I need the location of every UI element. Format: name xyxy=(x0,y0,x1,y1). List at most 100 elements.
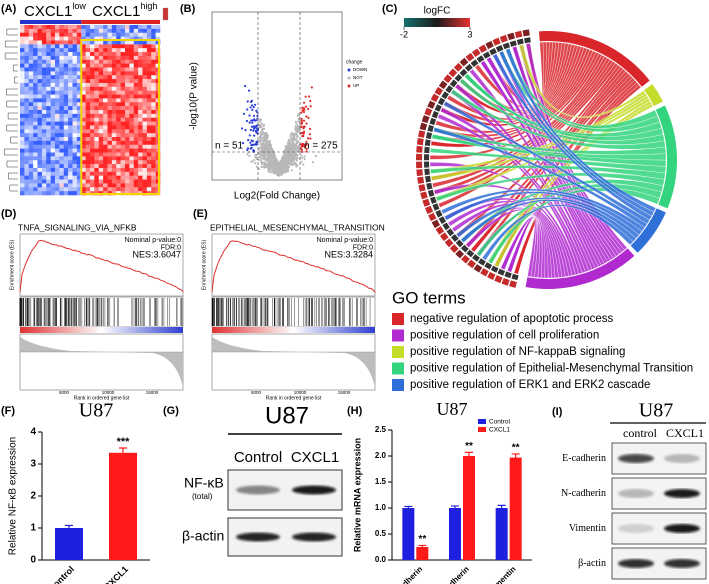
heatmap-cell xyxy=(107,171,113,176)
volcano-point xyxy=(302,134,305,137)
count-label: n = 275 xyxy=(304,141,338,152)
heatmap-cell xyxy=(24,28,30,34)
dendrogram xyxy=(7,112,18,120)
heatmap-cell xyxy=(111,106,117,111)
volcano-point xyxy=(302,132,305,135)
heatmap-cell xyxy=(85,140,91,146)
y-tick-label: 0.5 xyxy=(375,529,387,538)
heatmap-cell xyxy=(46,171,51,176)
heatmap-cell xyxy=(107,52,113,57)
heatmap-cell xyxy=(46,102,51,107)
heatmap-cell xyxy=(125,98,130,103)
heatmap-cell xyxy=(68,36,73,41)
axis-title: Rank in ordered gene list xyxy=(266,395,322,401)
heatmap-cell xyxy=(85,125,91,130)
heatmap-cell xyxy=(20,98,25,103)
heatmap-cell xyxy=(24,140,30,146)
heatmap-cell xyxy=(72,137,78,142)
volcano-point xyxy=(259,120,262,123)
heatmap-cell xyxy=(63,71,69,76)
heatmap-cell xyxy=(107,63,113,68)
heatmap-cell xyxy=(28,164,34,169)
heatmap-cell xyxy=(41,40,47,45)
heatmap-cell xyxy=(111,90,117,95)
blot-band xyxy=(664,489,700,498)
heatmap-cell xyxy=(37,129,43,134)
heatmap-cell xyxy=(111,48,117,53)
volcano-point xyxy=(277,173,281,176)
heatmap-cell xyxy=(68,63,73,68)
heatmap-cell xyxy=(125,152,130,157)
heatmap-cell xyxy=(125,59,130,64)
heatmap-cell xyxy=(24,63,30,68)
heatmap-cell xyxy=(142,148,148,153)
heatmap-cell xyxy=(111,59,117,64)
heatmap-cell xyxy=(59,55,65,61)
heatmap-cell xyxy=(138,48,143,53)
heatmap-cell xyxy=(142,117,148,122)
heatmap-cell xyxy=(111,98,117,103)
heatmap-cell xyxy=(72,129,78,134)
gene-arc xyxy=(470,59,479,68)
heatmap-cell xyxy=(90,67,95,72)
heatmap-cell xyxy=(120,167,126,173)
volcano-point xyxy=(302,107,305,110)
volcano-point xyxy=(291,162,294,165)
heatmap-cell xyxy=(116,183,121,188)
heatmap-cell xyxy=(98,167,104,173)
heatmap-cell xyxy=(41,183,47,188)
heatmap-cell xyxy=(63,148,69,153)
heatmap-cell xyxy=(120,106,126,111)
heatmap-cell xyxy=(133,164,139,169)
heatmap-cell xyxy=(24,36,30,41)
heatmap-cell xyxy=(76,36,82,41)
heatmap-cell xyxy=(151,67,156,72)
volcano-point xyxy=(264,148,267,151)
heatmap-cell xyxy=(46,40,51,45)
heatmap-cell xyxy=(133,86,139,91)
heatmap-cell xyxy=(85,102,91,107)
heatmap-cell xyxy=(103,113,108,119)
heatmap-cell xyxy=(138,164,143,169)
heatmap-cell xyxy=(116,102,121,107)
heatmap-cell xyxy=(46,164,51,169)
heatmap-cell xyxy=(41,144,47,149)
heatmap-cell xyxy=(116,133,121,138)
heatmap-cell xyxy=(24,167,30,173)
heatmap-cell xyxy=(41,156,47,161)
heatmap-cell xyxy=(37,133,43,138)
volcano-point xyxy=(255,165,258,168)
error-bar xyxy=(119,447,127,453)
heatmap-cell xyxy=(107,121,113,126)
heatmap-cell xyxy=(155,25,161,30)
gene-logfc xyxy=(421,115,430,124)
heatmap-cell xyxy=(98,79,104,84)
y-tick-label: 4 xyxy=(30,427,36,438)
heatmap-cell xyxy=(129,160,135,165)
heatmap-cell xyxy=(151,129,156,134)
heatmap-cell xyxy=(81,44,86,49)
volcano-point xyxy=(301,106,304,109)
heatmap-cell xyxy=(63,160,69,165)
heatmap-cell xyxy=(24,75,30,80)
volcano-point xyxy=(266,153,269,156)
heatmap-cell xyxy=(111,28,117,34)
heatmap-cell xyxy=(151,25,156,30)
heatmap-cell xyxy=(68,171,73,176)
heatmap-cell xyxy=(129,36,135,41)
gene-logfc xyxy=(507,32,516,41)
blot-band xyxy=(664,454,700,463)
heatmap-cell xyxy=(129,121,135,126)
heatmap-cell xyxy=(98,59,104,64)
heatmap-cell xyxy=(133,148,139,153)
heatmap-cell xyxy=(94,98,100,103)
legend-swatch xyxy=(347,68,351,72)
heatmap-cell xyxy=(28,63,34,68)
heatmap-cell xyxy=(107,156,113,161)
heatmap-cell xyxy=(33,167,38,173)
heatmap-cell xyxy=(116,113,121,119)
bar xyxy=(449,508,461,560)
heatmap-cell xyxy=(33,125,38,130)
heatmap-cell xyxy=(98,52,104,57)
heatmap-cell xyxy=(20,106,25,111)
